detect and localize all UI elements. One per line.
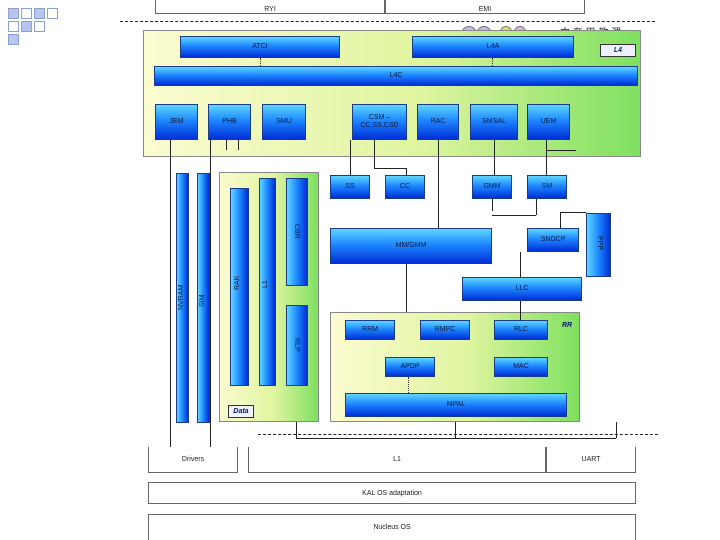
atci-block: ATCI xyxy=(180,36,340,58)
dashed-separator-bottom xyxy=(258,434,658,435)
connector-line xyxy=(374,140,375,168)
connector-line xyxy=(350,140,351,175)
corner-square-decoration xyxy=(34,8,45,19)
ppp-label: PPP xyxy=(596,236,603,251)
connector-line xyxy=(492,199,493,211)
ppp-bar xyxy=(586,213,611,277)
connector-line xyxy=(520,301,521,320)
rr-tag: RR xyxy=(562,322,573,329)
rrm-block: RRM xyxy=(345,320,395,340)
connector-line xyxy=(492,215,536,216)
connector-line xyxy=(536,199,537,215)
connector-line xyxy=(455,422,456,438)
apdp-block: APDP xyxy=(385,357,435,377)
ri-box: RYI xyxy=(155,0,385,14)
connector-line xyxy=(226,140,227,150)
uem-block: UEM xyxy=(527,104,570,140)
connector-line xyxy=(560,212,561,228)
gmm-block: GMM xyxy=(472,175,512,199)
nvram-bar xyxy=(176,173,189,423)
ss-block: SS xyxy=(330,175,370,199)
nucleus-os-box: Nucleus OS xyxy=(148,514,636,540)
drivers-box: Drivers xyxy=(148,447,238,473)
connector-line xyxy=(238,140,239,150)
l4a-block: L4A xyxy=(412,36,574,58)
connector-line xyxy=(616,422,617,438)
uart-box: UART xyxy=(546,447,636,473)
corner-square-decoration xyxy=(47,8,58,19)
mac-block: MAC xyxy=(494,357,548,377)
l4-tag: L4 xyxy=(600,44,636,57)
llc-block: LLC xyxy=(462,277,582,301)
corner-square-decoration xyxy=(21,8,32,19)
rlp-label: RLP xyxy=(293,338,300,352)
dashed-separator-top xyxy=(120,21,655,22)
sndcp-block: SNDCP xyxy=(527,228,579,252)
corner-square-decoration xyxy=(8,21,19,32)
rak-label: RAK xyxy=(234,275,241,290)
sim-bar xyxy=(197,173,210,423)
rmpc-block: RMPC xyxy=(420,320,470,340)
rlp-bar xyxy=(286,305,308,386)
connector-line xyxy=(374,168,406,169)
connector-line xyxy=(170,140,171,450)
sim-label: SIM xyxy=(199,294,206,307)
corner-square-decoration xyxy=(8,8,19,19)
cbr-label: CBR xyxy=(293,224,300,239)
l1-vertical-bar xyxy=(259,178,276,386)
connector-line xyxy=(520,252,521,277)
rak-bar xyxy=(230,188,249,386)
connector-line xyxy=(494,140,495,175)
mpal-block: MPAL xyxy=(345,393,567,417)
dotted-connector xyxy=(492,58,493,66)
nvram-label: NVRAM xyxy=(178,284,185,310)
pm-box: EMI xyxy=(385,0,585,14)
connector-line xyxy=(546,140,547,175)
pm-label: EMI xyxy=(478,6,492,13)
connector-line xyxy=(438,140,439,228)
connector-line xyxy=(296,422,297,438)
csm-label: CSM – CC,SS,CSD xyxy=(360,113,399,129)
ri-label: RYI xyxy=(264,6,276,13)
kal-os-adaptation-box: KAL OS adaptation xyxy=(148,482,636,504)
corner-square-decoration xyxy=(8,34,19,45)
l1-vertical-label: L1 xyxy=(262,280,269,288)
cbr-bar xyxy=(286,178,308,286)
phb-block: PHB xyxy=(208,104,251,140)
csm-block: CSM – CC,SS,CSD xyxy=(352,104,407,140)
connector-line xyxy=(406,168,407,175)
connector-line xyxy=(546,150,576,151)
jem-block: JEM xyxy=(155,104,198,140)
corner-square-decoration xyxy=(21,21,32,32)
connector-line xyxy=(560,212,586,213)
data-tag: Data xyxy=(228,405,254,418)
cc-block: CC xyxy=(385,175,425,199)
l1-box: L1 xyxy=(248,447,546,473)
l4c-block: L4C xyxy=(154,66,638,86)
smsal-block: SMSAL xyxy=(470,104,518,140)
corner-square-decoration xyxy=(34,21,45,32)
rac-block: RAC xyxy=(417,104,459,140)
dotted-connector xyxy=(260,58,261,66)
rlc-block: RLC xyxy=(494,320,548,340)
mmgmm-block: MM/GMM xyxy=(330,228,492,264)
connector-line xyxy=(406,264,407,312)
sm-block: SM xyxy=(527,175,567,199)
connector-line xyxy=(210,140,211,450)
connector-line xyxy=(296,438,616,439)
dotted-connector xyxy=(408,377,409,393)
smu-block: SMU xyxy=(262,104,306,140)
